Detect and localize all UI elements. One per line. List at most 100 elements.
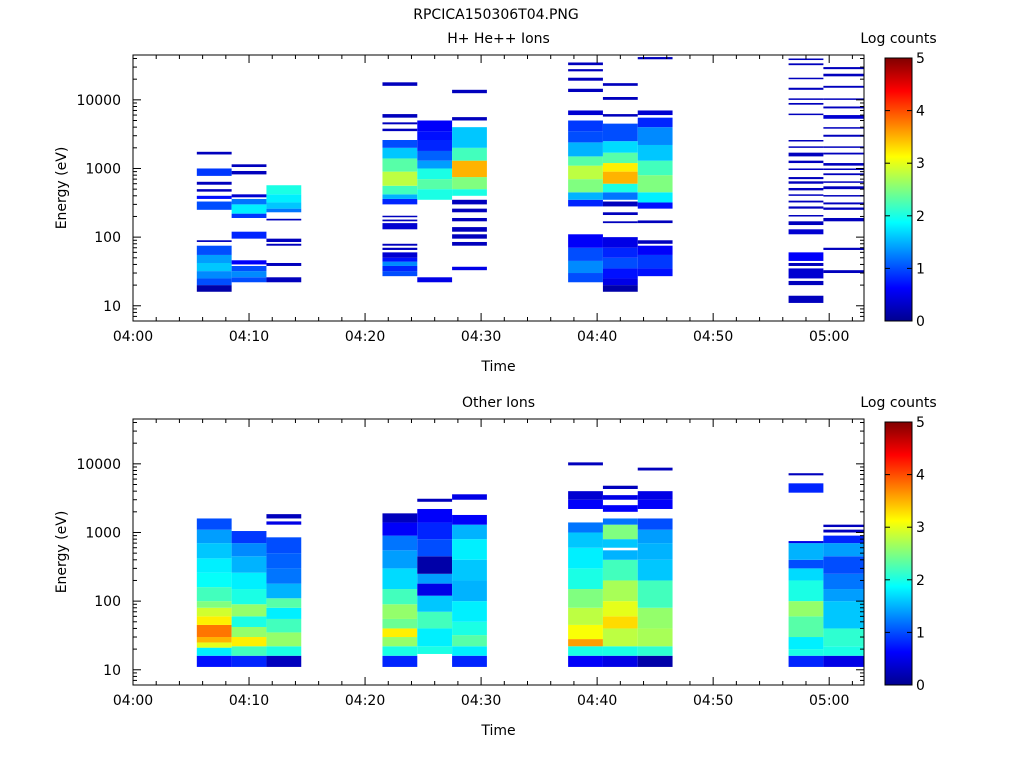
colorbar-tick-label: 2 [916, 573, 925, 589]
heatmap-cell [382, 604, 418, 619]
colorbar: 0 1 2 3 4 5 Log counts [860, 31, 936, 330]
heatmap-cell [568, 69, 603, 72]
colorbar-tick-label: 3 [916, 520, 925, 536]
heatmap-cell [788, 160, 824, 164]
heatmap-cell [637, 117, 673, 128]
heatmap-cell [788, 543, 824, 560]
heatmap-cell [266, 262, 302, 266]
x-tick-label: 04:20 [345, 693, 385, 709]
heatmap-cell [452, 621, 487, 636]
colorbar-tick-label: 4 [916, 468, 925, 484]
x-tick-label: 05:00 [809, 693, 849, 709]
heatmap-cell [637, 175, 673, 193]
heatmap-cell [823, 247, 864, 250]
heatmap-cell [788, 473, 824, 476]
heatmap-cell [823, 195, 864, 197]
heatmap-cell [231, 543, 267, 557]
heatmap-cell [382, 140, 418, 148]
heatmap-cell [196, 601, 232, 608]
heatmap-cell [382, 535, 418, 551]
heatmap-cell [602, 152, 638, 164]
heatmap-cell [417, 646, 453, 654]
heatmap-cell [196, 195, 232, 199]
heatmap-cell [231, 646, 267, 656]
heatmap-cell [417, 508, 453, 523]
heatmap-cell [382, 122, 418, 125]
heatmap-cell [452, 160, 487, 178]
heatmap-cell [382, 82, 418, 86]
heatmap-cell [568, 62, 603, 66]
heatmap-cell [823, 115, 864, 119]
colorbar: 0 1 2 3 4 5 Log counts [860, 395, 936, 694]
heatmap-cell [266, 521, 302, 525]
heatmap-cell [637, 57, 673, 60]
heatmap-cell [452, 514, 487, 525]
heatmap-cell [637, 192, 673, 203]
heatmap-cell [382, 261, 418, 266]
heatmap-cell [568, 499, 603, 509]
heatmap-cell [823, 556, 864, 574]
heatmap-cell [823, 173, 864, 176]
heatmap-cell [452, 177, 487, 190]
heatmap-cell [382, 185, 418, 195]
heatmap-cell [568, 234, 603, 248]
heatmap-cell [266, 655, 302, 667]
heatmap-cell [452, 127, 487, 148]
heatmap-cell [788, 580, 824, 602]
heatmap-cell [602, 580, 638, 602]
heatmap-cell [266, 537, 302, 554]
heatmap-cell [568, 120, 603, 132]
heatmap-cell [568, 199, 603, 207]
heatmap-cell [637, 127, 673, 145]
heatmap-cells [196, 462, 864, 667]
heatmap-cell [568, 142, 603, 157]
heatmap-cell [196, 518, 232, 530]
heatmap-cell [637, 467, 673, 471]
heatmap-cell [602, 539, 638, 548]
heatmap-cell [382, 223, 418, 230]
x-tick-label: 04:30 [461, 329, 501, 345]
heatmap-cell [266, 194, 302, 203]
heatmap-cell [788, 541, 824, 544]
heatmap-cell [266, 646, 302, 656]
x-tick-label: 04:50 [693, 329, 733, 345]
heatmap-cell [637, 254, 673, 269]
heatmap-cell [823, 543, 864, 557]
heatmap-cell [823, 646, 864, 656]
heatmap-cell [788, 200, 824, 203]
heatmap-cell [196, 637, 232, 643]
heatmap-cell [637, 110, 673, 116]
x-tick-label: 04:10 [229, 693, 269, 709]
heatmap-cell [602, 655, 638, 667]
heatmap-cell [196, 245, 232, 255]
heatmap-cell [417, 131, 453, 140]
y-tick-label: 10000 [76, 93, 121, 109]
heatmap-cell [568, 260, 603, 274]
heatmap-cell [231, 626, 267, 638]
heatmap-cell [788, 483, 824, 493]
heatmap-cell [823, 163, 864, 166]
heatmap-cell [231, 198, 267, 205]
heatmap-cell [568, 156, 603, 166]
heatmap-cell [788, 140, 824, 142]
heatmap-cell [602, 201, 638, 207]
heatmap-cell [602, 114, 638, 117]
heatmap-cell [266, 568, 302, 584]
heatmap-cell [568, 624, 603, 640]
heatmap-cell [602, 97, 638, 100]
heatmap-cell [637, 491, 673, 500]
heatmap-cell [382, 646, 418, 656]
heatmap-cell [788, 87, 824, 90]
heatmap-cell [788, 98, 824, 100]
heatmap-cell [568, 646, 603, 656]
heatmap-cell [417, 628, 453, 647]
heatmap-cell [196, 607, 232, 617]
heatmap-cell [568, 589, 603, 608]
heatmap-cell [382, 219, 418, 222]
heatmap-cell [196, 278, 232, 286]
heatmap-cell [231, 277, 267, 283]
heatmap-cell [637, 220, 673, 224]
heatmap-cell [382, 265, 418, 272]
heatmap-cell [382, 628, 418, 638]
y-axis-label: Energy (eV) [54, 511, 70, 594]
